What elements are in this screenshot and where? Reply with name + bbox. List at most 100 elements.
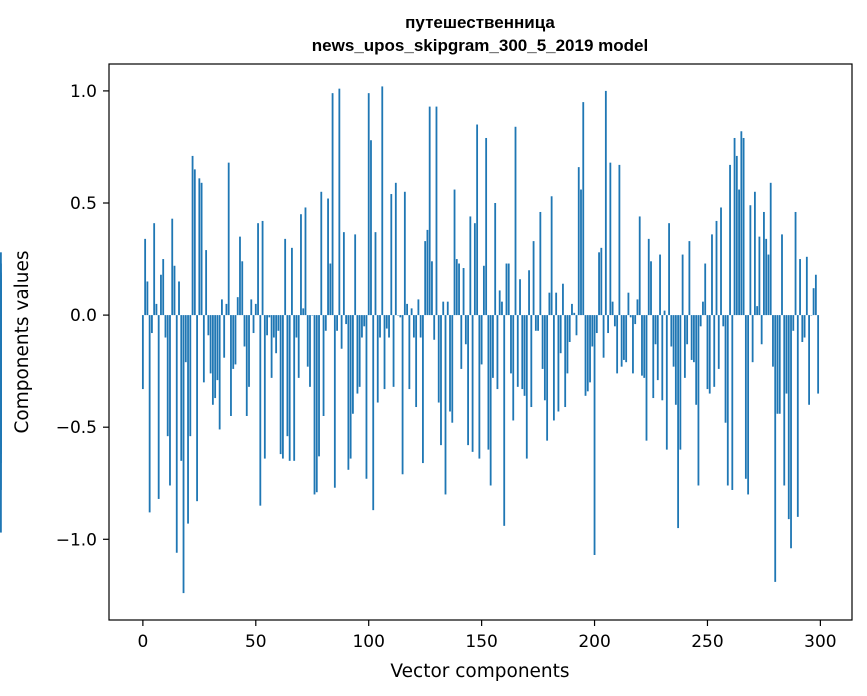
bar: [731, 315, 734, 490]
bar: [543, 315, 546, 401]
bar: [200, 182, 203, 316]
plot-frame: [108, 63, 853, 621]
bar: [738, 189, 740, 316]
y-tick-label: 0.0: [70, 306, 97, 326]
bar: [361, 315, 363, 338]
bar: [333, 315, 336, 488]
bar: [433, 315, 436, 340]
bar: [257, 223, 259, 316]
bar: [760, 315, 763, 345]
bar: [702, 301, 704, 316]
bar: [449, 315, 451, 412]
y-tick-label: 0.5: [70, 194, 97, 214]
bar: [514, 126, 517, 316]
bar: [275, 315, 278, 354]
bar: [241, 261, 244, 316]
bar: [638, 216, 641, 316]
bar: [266, 315, 268, 336]
bar: [812, 288, 815, 316]
bar: [0, 315, 2, 345]
bar: [221, 299, 223, 316]
y-tick-label: 1.0: [70, 82, 97, 102]
bar: [778, 315, 781, 414]
bar: [799, 259, 801, 316]
bar: [270, 315, 273, 378]
bar: [184, 315, 187, 363]
bar: [787, 315, 790, 520]
bar: [302, 308, 305, 316]
bar: [279, 315, 282, 455]
bar: [248, 315, 250, 387]
bar: [733, 137, 736, 316]
bar: [616, 315, 619, 374]
bar: [814, 274, 817, 316]
bar: [652, 315, 655, 399]
bar: [523, 315, 526, 396]
bar: [272, 315, 275, 338]
bar: [566, 315, 569, 374]
y-tick-label: −0.5: [56, 418, 97, 438]
bar: [625, 315, 628, 363]
bar: [656, 315, 659, 381]
bar: [367, 93, 370, 316]
bar: [482, 265, 485, 316]
bar: [345, 315, 348, 325]
bar: [435, 106, 438, 316]
bar: [609, 162, 612, 316]
bar: [772, 315, 774, 367]
bar: [584, 315, 587, 396]
bar: [792, 315, 795, 331]
bar: [144, 238, 147, 316]
bar: [591, 315, 594, 347]
bar: [711, 234, 713, 316]
bar: [189, 315, 192, 437]
bar: [261, 220, 264, 316]
bar: [749, 205, 752, 316]
bar: [146, 281, 149, 316]
bar: [532, 241, 535, 316]
bar: [417, 299, 420, 316]
bar: [539, 211, 542, 316]
bar: [331, 93, 334, 316]
bar: [568, 315, 571, 342]
bar: [720, 207, 722, 316]
bar: [408, 315, 411, 390]
bar: [440, 315, 442, 446]
bar: [160, 274, 162, 316]
bar: [613, 315, 616, 327]
bar: [455, 259, 458, 316]
bar: [534, 315, 537, 331]
bar: [530, 315, 533, 408]
bar: [595, 315, 598, 334]
bar: [783, 315, 786, 486]
bar: [338, 88, 341, 316]
bar: [747, 315, 750, 495]
bar: [593, 315, 596, 555]
x-axis-label: Vector components: [390, 661, 569, 682]
bar: [632, 315, 634, 374]
x-axis-ticks: 0 50 100 150 200 250 300: [137, 620, 837, 652]
bar: [347, 315, 350, 470]
bar: [320, 191, 323, 316]
bar: [0, 279, 2, 316]
bar: [528, 270, 530, 316]
bar: [426, 229, 429, 316]
bar: [437, 315, 440, 403]
bar: [277, 315, 280, 331]
bar: [550, 196, 553, 316]
bar: [180, 315, 183, 461]
bar: [817, 315, 820, 394]
bar: [548, 292, 551, 316]
bar: [164, 315, 167, 338]
bar: [706, 315, 709, 390]
bar: [175, 315, 178, 553]
bar: [686, 315, 689, 345]
bar: [713, 315, 716, 387]
bar: [205, 250, 208, 316]
bar: [636, 299, 639, 316]
bar: [607, 315, 609, 334]
bar: [399, 315, 402, 318]
bar: [620, 315, 623, 367]
bar: [496, 315, 499, 390]
bar: [769, 182, 772, 316]
